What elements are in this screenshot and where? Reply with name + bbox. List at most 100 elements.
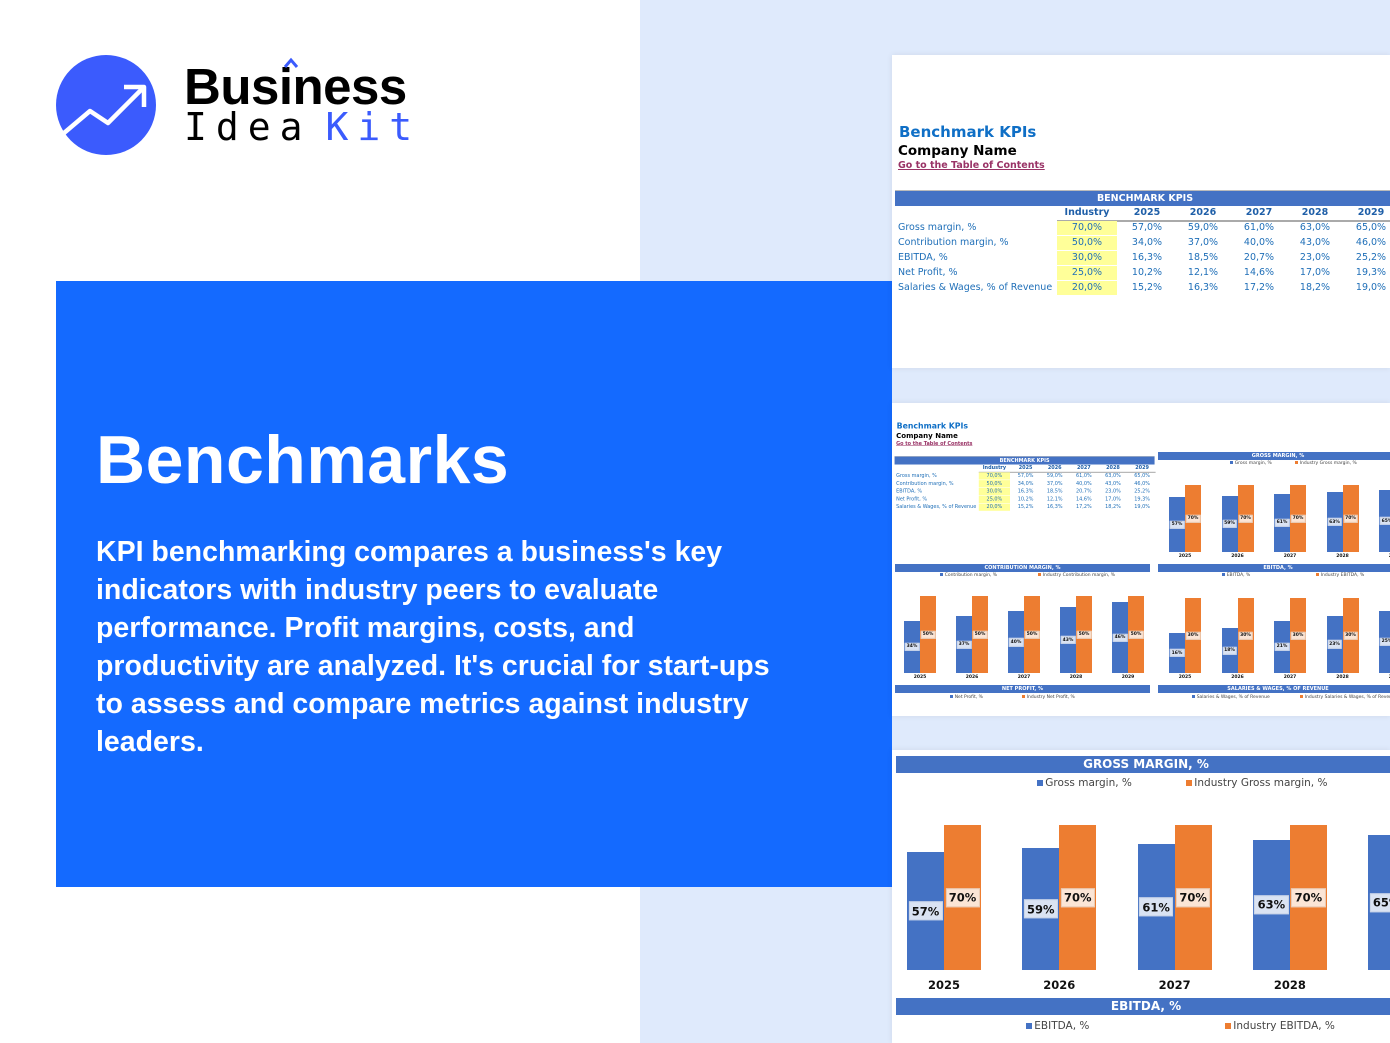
column-header: Industry	[1064, 207, 1110, 218]
industry-highlight	[1057, 251, 1117, 265]
legend-swatch	[1186, 779, 1193, 787]
legend-swatch	[1037, 779, 1044, 787]
year-value: 63,0%	[1105, 472, 1121, 479]
year-value: 34,0%	[1131, 237, 1163, 248]
x-tick-label: 2026	[965, 675, 979, 680]
legend-label: Gross margin, %	[1045, 777, 1132, 789]
data-label: 63%	[1254, 895, 1289, 915]
industry-value: 20,0%	[986, 504, 1003, 510]
industry-value: 30,0%	[1071, 252, 1103, 263]
legend-swatch	[1038, 573, 1041, 576]
data-label: 18%	[1222, 646, 1237, 655]
column-header: Industry	[982, 465, 1007, 471]
industry-highlight	[978, 472, 1010, 480]
industry-value: 25,0%	[986, 496, 1003, 502]
year-value: 46,0%	[1355, 237, 1387, 248]
legend-label: Contribution margin, %	[944, 573, 998, 578]
chart-title: NET PROFIT, %	[895, 685, 1150, 693]
year-value: 23,0%	[1105, 488, 1121, 495]
data-label: 40%	[1008, 638, 1024, 647]
hero-description: KPI benchmarking compares a business's k…	[96, 536, 770, 758]
year-value: 34,0%	[1017, 480, 1034, 487]
data-label: 59%	[1222, 519, 1237, 528]
row-label: Net Profit, %	[896, 496, 928, 502]
column-header: 2027	[1076, 465, 1091, 471]
year-value: 17,0%	[1105, 496, 1121, 502]
year-value: 10,2%	[1017, 496, 1034, 502]
column-header: 2028	[1301, 207, 1329, 218]
x-tick-label: 2028	[1273, 978, 1306, 992]
year-value: 46,0%	[1134, 480, 1150, 487]
x-tick-label: 2028	[1069, 675, 1083, 680]
table-column-headers: Industry 2025 2026 2027 2028 2029	[893, 465, 1152, 472]
year-value: 17,2%	[1243, 282, 1275, 293]
year-value: 15,2%	[1017, 504, 1034, 510]
data-label: 30%	[1185, 631, 1201, 640]
x-tick-label: 2028	[1336, 675, 1349, 680]
toc-link[interactable]: Go to the Table of Contents	[896, 440, 973, 447]
data-label: 70%	[1185, 514, 1201, 523]
table-row: Gross margin, % 70,0% 57,0% 59,0% 61,0% 63,0%…	[892, 221, 1390, 236]
company-name: Company Name	[898, 143, 1017, 159]
year-value: 40,0%	[1075, 480, 1092, 487]
data-label: 63%	[1327, 517, 1342, 527]
caret-accent-icon	[283, 57, 299, 68]
legend-swatch	[1026, 1022, 1033, 1030]
data-label: 57%	[1169, 520, 1185, 529]
data-label: 61%	[1274, 518, 1290, 527]
x-tick-label: 2026	[1231, 675, 1244, 680]
legend-swatch	[1192, 695, 1195, 698]
chart-title: GROSS MARGIN, %	[1158, 452, 1390, 460]
legend-label: Industry Gross margin, %	[1194, 777, 1328, 789]
year-value: 12,1%	[1046, 496, 1063, 502]
chart-title: SALARIES & WAGES, % OF REVENUE	[1158, 685, 1390, 693]
data-label: 59%	[1023, 899, 1058, 919]
data-label: 70%	[945, 887, 980, 908]
spreadsheet-preview-chart: GROSS MARGIN, % Gross margin, % Industry G…	[892, 750, 1390, 1043]
company-name: Company Name	[896, 431, 958, 441]
legend-item: Industry Net Profit, %	[1022, 695, 1075, 700]
x-tick-label: 2027	[1283, 675, 1297, 680]
year-value: 19,3%	[1134, 496, 1150, 502]
legend-swatch	[1222, 573, 1225, 576]
year-value: 57,0%	[1131, 222, 1163, 233]
year-value: 63,0%	[1299, 222, 1331, 233]
industry-value: 50,0%	[986, 480, 1003, 487]
column-header: 2026	[1189, 207, 1217, 218]
data-label: 30%	[1238, 631, 1253, 640]
year-value: 18,5%	[1046, 488, 1063, 495]
row-label: Gross margin, %	[896, 472, 937, 479]
legend-label: Net Profit, %	[954, 695, 983, 700]
legend-swatch	[1300, 695, 1303, 698]
x-tick-label: 2025	[1178, 554, 1192, 559]
x-tick-label: 2029	[1389, 675, 1390, 680]
year-value: 40,0%	[1243, 237, 1275, 248]
industry-value: 30,0%	[986, 488, 1003, 495]
industry-value: 50,0%	[1071, 237, 1103, 248]
legend-item: Industry Contribution margin, %	[1038, 573, 1115, 578]
table-row: EBITDA, % 30,0% 16,3% 18,5% 20,7% 23,0% 25,2%	[893, 487, 1152, 496]
toc-link[interactable]: Go to the Table of Contents	[898, 160, 1045, 171]
year-value: 25,2%	[1134, 488, 1150, 495]
legend-label: Industry Contribution margin, %	[1042, 573, 1116, 578]
year-value: 43,0%	[1299, 237, 1331, 248]
year-value: 57,0%	[1017, 472, 1034, 479]
legend-label: EBITDA, %	[1226, 573, 1251, 578]
legend-item: Net Profit, %	[950, 695, 983, 700]
data-label: 50%	[1128, 630, 1144, 639]
brand-name-line2: Idea Kit	[184, 105, 421, 149]
year-value: 65,0%	[1134, 472, 1150, 479]
data-label: 65%	[1369, 892, 1390, 913]
industry-value: 70,0%	[1071, 222, 1103, 233]
trending-up-arrow-icon	[56, 55, 156, 155]
x-tick-label: 2025	[927, 978, 961, 992]
data-label: 70%	[1291, 887, 1326, 908]
chart-title: EBITDA, %	[1158, 564, 1390, 572]
year-value: 19,0%	[1134, 504, 1150, 510]
table-row: Net Profit, % 25,0% 10,2% 12,1% 14,6% 17,0% 19…	[893, 495, 1152, 504]
row-label: Contribution margin, %	[896, 480, 954, 487]
industry-highlight	[978, 480, 1010, 488]
industry-highlight	[1057, 266, 1117, 280]
spreadsheet-preview-table: Benchmark KPIs Company Name Go to the Ta…	[892, 55, 1390, 368]
legend-swatch	[1230, 461, 1233, 464]
